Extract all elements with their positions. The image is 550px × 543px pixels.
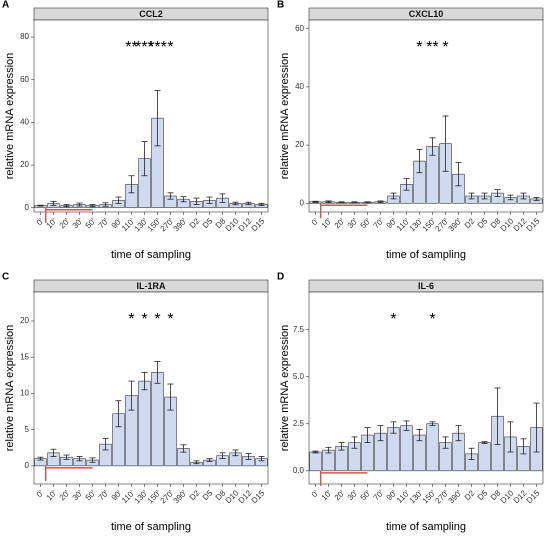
significance: * <box>429 311 435 328</box>
y-tick-label: 15 <box>20 352 29 361</box>
y-axis-label: relative mRNA expression <box>4 53 16 180</box>
y-tick-label: 20 <box>295 140 304 149</box>
x-tick-label: D5 <box>201 488 215 502</box>
x-tick-label: 70' <box>372 488 386 502</box>
x-tick-label: 50' <box>359 488 373 502</box>
x-tick-label: 20' <box>333 488 347 502</box>
bar <box>387 427 400 472</box>
x-tick-label: 30' <box>346 488 360 502</box>
x-tick-label: 50' <box>84 488 98 502</box>
plot-frame <box>308 19 544 213</box>
x-tick-label: 0' <box>35 216 46 227</box>
x-tick-label: 390' <box>172 488 189 505</box>
significance: * <box>416 39 422 56</box>
panel-label: A <box>2 0 9 11</box>
x-tick-label: D5 <box>201 216 215 230</box>
x-tick-label: 0' <box>310 216 321 227</box>
significance: * <box>141 311 147 328</box>
x-tick-label: 20' <box>333 216 347 230</box>
x-tick-label: 10' <box>45 216 59 230</box>
y-tick-label: 20 <box>20 160 29 169</box>
x-tick-label: 20' <box>58 216 72 230</box>
x-tick-label: 0' <box>310 488 321 499</box>
significance: *** <box>135 39 154 56</box>
x-tick-label: D2 <box>463 216 477 230</box>
significance: * <box>154 311 160 328</box>
strip-title: CXCL10 <box>409 9 444 19</box>
x-tick-label: 50' <box>359 216 373 230</box>
y-tick-label: 5 <box>25 425 30 434</box>
x-tick-label: 30' <box>71 216 85 230</box>
bar <box>478 442 491 472</box>
x-axis-label: time of sampling <box>111 249 191 261</box>
significance: * <box>167 39 173 56</box>
bar <box>151 372 164 467</box>
plot-frame <box>33 291 269 485</box>
significance: * <box>442 39 448 56</box>
strip-title: IL-1RA <box>137 281 167 291</box>
y-tick-label: 5.0 <box>293 372 305 381</box>
y-tick-label: 0 <box>25 461 30 470</box>
significance: ** <box>125 39 137 56</box>
x-tick-label: 50' <box>84 216 98 230</box>
panel-label: C <box>2 272 9 283</box>
x-tick-label: 30' <box>346 216 360 230</box>
y-tick-label: 60 <box>295 24 304 33</box>
y-tick-label: 0.0 <box>293 466 305 475</box>
y-axis-label: relative mRNA expression <box>4 325 16 452</box>
x-axis-label: time of sampling <box>386 521 466 533</box>
x-tick-label: 10' <box>320 488 334 502</box>
x-tick-label: 30' <box>71 488 85 502</box>
x-tick-label: 390' <box>447 216 464 233</box>
bar <box>138 380 151 467</box>
x-tick-label: D15 <box>525 216 542 233</box>
x-tick-label: D2 <box>188 488 202 502</box>
significance: ** <box>426 39 438 56</box>
x-tick-label: 70' <box>372 216 386 230</box>
y-tick-label: 0 <box>25 203 30 212</box>
x-tick-label: D2 <box>463 488 477 502</box>
bar <box>400 425 413 472</box>
x-tick-label: D15 <box>250 216 267 233</box>
y-tick-label: 60 <box>20 75 29 84</box>
x-tick-label: 390' <box>172 216 189 233</box>
significance: * <box>390 311 396 328</box>
x-axis-label: time of sampling <box>111 521 191 533</box>
x-tick-label: 0' <box>35 488 46 499</box>
y-tick-label: 10 <box>20 389 29 398</box>
y-tick-label: 80 <box>20 32 29 41</box>
y-tick-label: 0 <box>300 198 305 207</box>
x-tick-label: 20' <box>58 488 72 502</box>
x-tick-label: D15 <box>525 488 542 505</box>
x-tick-label: D5 <box>476 488 490 502</box>
bar <box>309 451 322 472</box>
significance: *** <box>148 39 167 56</box>
plot-frame <box>308 291 544 485</box>
significance: * <box>128 311 134 328</box>
y-axis-label: relative mRNA expression <box>279 325 291 452</box>
y-tick-label: 40 <box>20 118 29 127</box>
bar <box>426 423 439 472</box>
significance: * <box>167 311 173 328</box>
x-tick-label: D2 <box>188 216 202 230</box>
strip-title: CCL2 <box>139 9 163 19</box>
x-tick-label: 10' <box>320 216 334 230</box>
x-tick-label: 390' <box>447 488 464 505</box>
x-tick-label: 10' <box>45 488 59 502</box>
y-tick-label: 7.5 <box>293 325 305 334</box>
x-tick-label: 70' <box>97 216 111 230</box>
x-tick-label: D5 <box>476 216 490 230</box>
y-axis-label: relative mRNA expression <box>279 53 291 180</box>
strip-title: IL-6 <box>418 281 434 291</box>
y-tick-label: 20 <box>20 316 29 325</box>
panel-label: D <box>277 272 284 283</box>
y-tick-label: 2.5 <box>293 419 305 428</box>
x-tick-label: D15 <box>250 488 267 505</box>
y-tick-label: 40 <box>295 82 304 91</box>
x-axis-label: time of sampling <box>386 249 466 261</box>
x-tick-label: 70' <box>97 488 111 502</box>
plot-frame <box>33 19 269 213</box>
panel-label: B <box>277 0 284 11</box>
